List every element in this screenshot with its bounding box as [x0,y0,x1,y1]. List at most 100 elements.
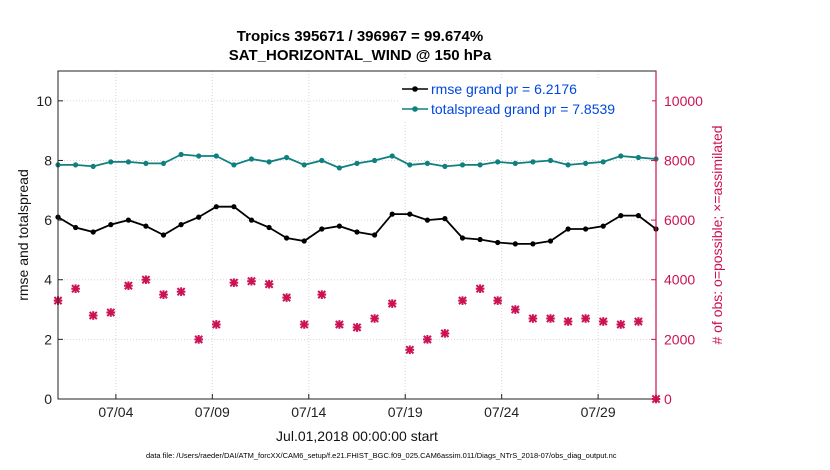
obs-assimilated-point [299,320,309,329]
rmse-point [90,229,96,235]
totalspread-point [372,157,378,164]
obs-assimilated-point [458,296,467,305]
totalspread-point [196,153,202,159]
plot-area [58,71,656,399]
totalspread-point [635,154,642,161]
totalspread-point [108,159,114,165]
x-tick-label: 07/19 [388,404,423,420]
totalspread-point [231,162,237,168]
series-layer [53,151,661,404]
x-tick-label: 07/14 [291,404,326,420]
y-tick-label: 2 [44,331,52,347]
rmse-point [319,226,325,232]
chart-subtitle: SAT_HORIZONTAL_WIND @ 150 hPa [228,47,492,64]
obs-assimilated-point [247,276,256,286]
obs-assimilated-point [317,290,327,299]
rmse-point [547,238,554,244]
y2-tick-label: 4000 [664,272,695,288]
chart-title: Tropics 395671 / 396967 = 99.674% [236,28,484,45]
rmse-point [125,217,131,223]
y2-tick-label: 0 [664,391,672,407]
y2-tick-label: 6000 [664,212,695,228]
legend-box [398,78,652,122]
obs-assimilated-point [598,317,608,326]
rmse-point [442,216,448,222]
obs-assimilated-point [335,320,344,329]
totalspread-point [442,163,448,169]
rmse-point [143,223,149,229]
rmse-point [301,238,307,244]
y-axis-label: rmse and totalspread [15,169,31,301]
totalspread-point [248,156,255,162]
totalspread-point [407,162,413,168]
obs-assimilated-point [581,314,590,323]
totalspread-point [301,162,307,168]
obs-assimilated-point [229,278,239,288]
rmse-point [196,214,202,220]
y2-tick-label: 2000 [664,331,695,347]
rmse-point [530,241,536,247]
rmse-point [231,204,237,210]
y2-tick-label: 10000 [664,93,703,109]
x-tick-label: 07/04 [98,404,133,420]
rmse-point [407,211,413,217]
totalspread-point [143,160,149,166]
legend-rmse-label: rmse grand pr = 6.2176 [431,81,577,97]
axes-layer: 0 2 4 6 8 10 0 2000 4000 6000 8000 10000 07/04 07/09 0… [36,71,703,420]
totalspread-point [73,162,79,168]
obs-assimilated-point [124,281,133,291]
rmse-point [477,236,483,243]
obs-assimilated-point [423,335,432,344]
y-tick-label: 10 [36,93,52,109]
totalspread-point [354,160,360,166]
obs-assimilated-point [176,287,186,297]
obs-assimilated-point [88,311,98,320]
obs-assimilated-point [71,284,80,294]
rmse-point [512,241,518,247]
totalspread-point [90,163,96,169]
y-tick-label: 4 [44,272,52,288]
obs-assimilated-point [211,320,221,329]
x-axis-label: Jul.01,2018 00:00:00 start [276,428,438,444]
obs-assimilated-point [159,290,168,299]
obs-assimilated-point [546,314,555,323]
totalspread-point [125,159,131,165]
totalspread-point [266,159,272,165]
legend: rmse grand pr = 6.2176 totalspread grand… [398,78,652,122]
rmse-point [389,211,395,217]
obs-assimilated-point [141,275,151,285]
totalspread-point [160,160,167,166]
rmse-point [248,217,255,223]
totalspread-point [477,162,483,168]
y-tick-label: 8 [44,152,52,168]
obs-assimilated-point [106,308,116,317]
totalspread-point [319,157,325,164]
rmse-point [336,223,342,229]
rmse-point [178,222,184,228]
rmse-point [354,229,360,235]
rmse-point [108,222,114,228]
totalspread-point [618,153,624,159]
legend-spread-marker [412,106,418,112]
obs-assimilated-point [194,335,204,344]
legend-rmse-marker [412,86,418,92]
x-tick-label: 07/29 [581,404,616,420]
rmse-point [565,226,571,232]
obs-assimilated-point [493,296,503,305]
rmse-point [266,224,272,231]
obs-assimilated-point [528,314,538,323]
rmse-point [73,224,79,231]
totalspread-point [389,153,395,159]
obs-assimilated-point [282,293,291,302]
rmse-point [160,232,167,238]
x-tick-label: 07/09 [195,404,230,420]
y2-tick-label: 8000 [664,152,695,168]
obs-assimilated-point [475,284,485,294]
rmse-point [635,213,642,219]
obs-assimilated-point [370,314,379,323]
obs-assimilated-point [387,299,397,308]
totalspread-point [530,159,536,165]
totalspread-point [178,151,184,158]
